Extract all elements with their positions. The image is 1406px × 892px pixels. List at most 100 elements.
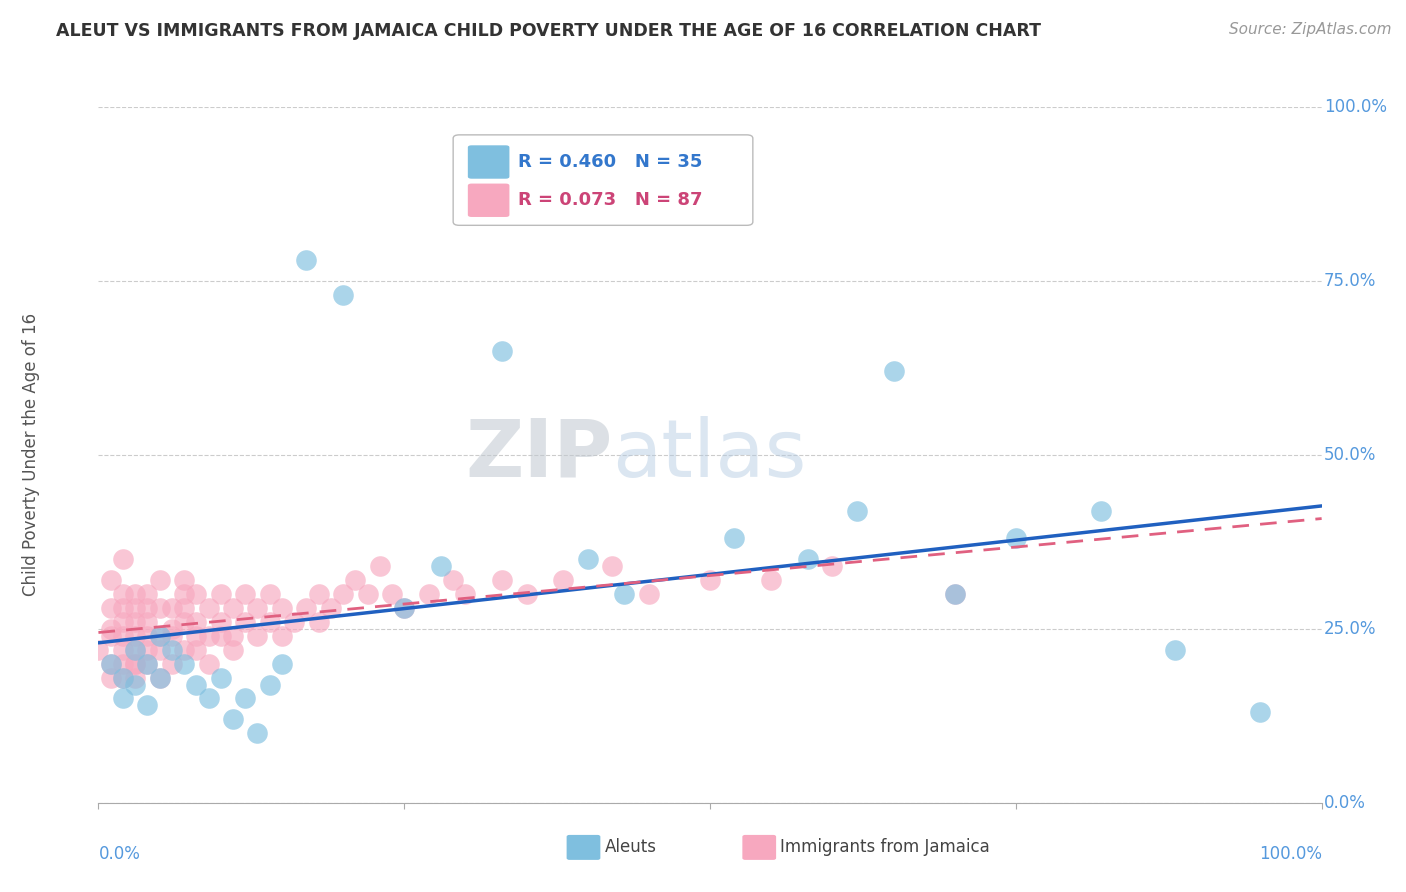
Point <box>100 601 122 615</box>
Point <box>233 615 256 629</box>
Point <box>173 657 195 671</box>
Point <box>332 587 354 601</box>
Point <box>943 587 966 601</box>
Point <box>197 601 219 615</box>
Point <box>381 587 404 601</box>
Point <box>209 587 232 601</box>
Point <box>209 629 232 643</box>
Point <box>136 657 159 671</box>
Point <box>136 587 159 601</box>
FancyBboxPatch shape <box>468 145 509 178</box>
Point <box>222 642 245 657</box>
Point <box>100 629 122 643</box>
Point <box>136 629 159 643</box>
Point <box>149 601 172 615</box>
Point <box>111 552 134 566</box>
Point <box>246 629 269 643</box>
Text: ZIP: ZIP <box>465 416 612 494</box>
Point <box>295 253 318 268</box>
Point <box>222 629 245 643</box>
Point <box>149 573 172 587</box>
Text: 25.0%: 25.0% <box>1324 620 1376 638</box>
Point <box>233 691 256 706</box>
Point <box>259 615 281 629</box>
Point <box>100 573 122 587</box>
Point <box>246 726 269 740</box>
Point <box>124 642 146 657</box>
Point <box>149 642 172 657</box>
Point <box>173 615 195 629</box>
Point <box>430 559 453 574</box>
Text: ALEUT VS IMMIGRANTS FROM JAMAICA CHILD POVERTY UNDER THE AGE OF 16 CORRELATION C: ALEUT VS IMMIGRANTS FROM JAMAICA CHILD P… <box>56 22 1042 40</box>
Point <box>100 671 122 685</box>
Text: Child Poverty Under the Age of 16: Child Poverty Under the Age of 16 <box>22 313 41 597</box>
Point <box>111 601 134 615</box>
Point <box>136 642 159 657</box>
Point <box>136 615 159 629</box>
Point <box>173 601 195 615</box>
Point <box>149 671 172 685</box>
Point <box>160 657 183 671</box>
Point <box>454 587 477 601</box>
Point <box>186 587 208 601</box>
Point <box>124 629 146 643</box>
Point <box>124 657 146 671</box>
Point <box>186 615 208 629</box>
Point <box>1249 706 1271 720</box>
Point <box>124 671 146 685</box>
Point <box>319 601 342 615</box>
Point <box>111 691 134 706</box>
Point <box>392 601 416 615</box>
Point <box>186 629 208 643</box>
Text: R = 0.073   N = 87: R = 0.073 N = 87 <box>517 191 703 210</box>
Point <box>270 657 294 671</box>
Point <box>821 559 844 574</box>
Point <box>259 677 281 691</box>
Point <box>100 657 122 671</box>
Text: Aleuts: Aleuts <box>605 838 657 856</box>
Point <box>124 615 146 629</box>
Point <box>111 671 134 685</box>
Point <box>699 573 721 587</box>
Point <box>1164 642 1187 657</box>
Point <box>149 629 172 643</box>
Point <box>111 587 134 601</box>
Point <box>883 364 905 378</box>
Point <box>186 677 208 691</box>
Point <box>246 601 269 615</box>
Text: Immigrants from Jamaica: Immigrants from Jamaica <box>780 838 990 856</box>
Point <box>111 671 134 685</box>
Point <box>441 573 464 587</box>
Point <box>111 615 134 629</box>
Text: atlas: atlas <box>612 416 807 494</box>
Text: 100.0%: 100.0% <box>1258 845 1322 863</box>
Text: 0.0%: 0.0% <box>98 845 141 863</box>
Point <box>332 288 354 302</box>
Point <box>515 587 537 601</box>
Point <box>149 629 172 643</box>
Point <box>308 615 330 629</box>
Point <box>845 503 868 517</box>
Point <box>491 343 513 358</box>
Point <box>209 671 232 685</box>
Point <box>637 587 661 601</box>
Point <box>124 642 146 657</box>
Point <box>100 622 122 636</box>
Point <box>173 642 195 657</box>
Point <box>160 622 183 636</box>
FancyBboxPatch shape <box>453 135 752 226</box>
Point <box>222 601 245 615</box>
Point <box>111 657 134 671</box>
Point <box>356 587 378 601</box>
Point <box>797 552 820 566</box>
Point <box>943 587 966 601</box>
Point <box>600 559 623 574</box>
Point <box>111 642 134 657</box>
Text: 100.0%: 100.0% <box>1324 98 1388 116</box>
Point <box>87 642 110 657</box>
Text: 0.0%: 0.0% <box>1324 794 1367 812</box>
Point <box>1004 532 1026 546</box>
Point <box>186 642 208 657</box>
Point <box>124 587 146 601</box>
Point <box>100 657 122 671</box>
